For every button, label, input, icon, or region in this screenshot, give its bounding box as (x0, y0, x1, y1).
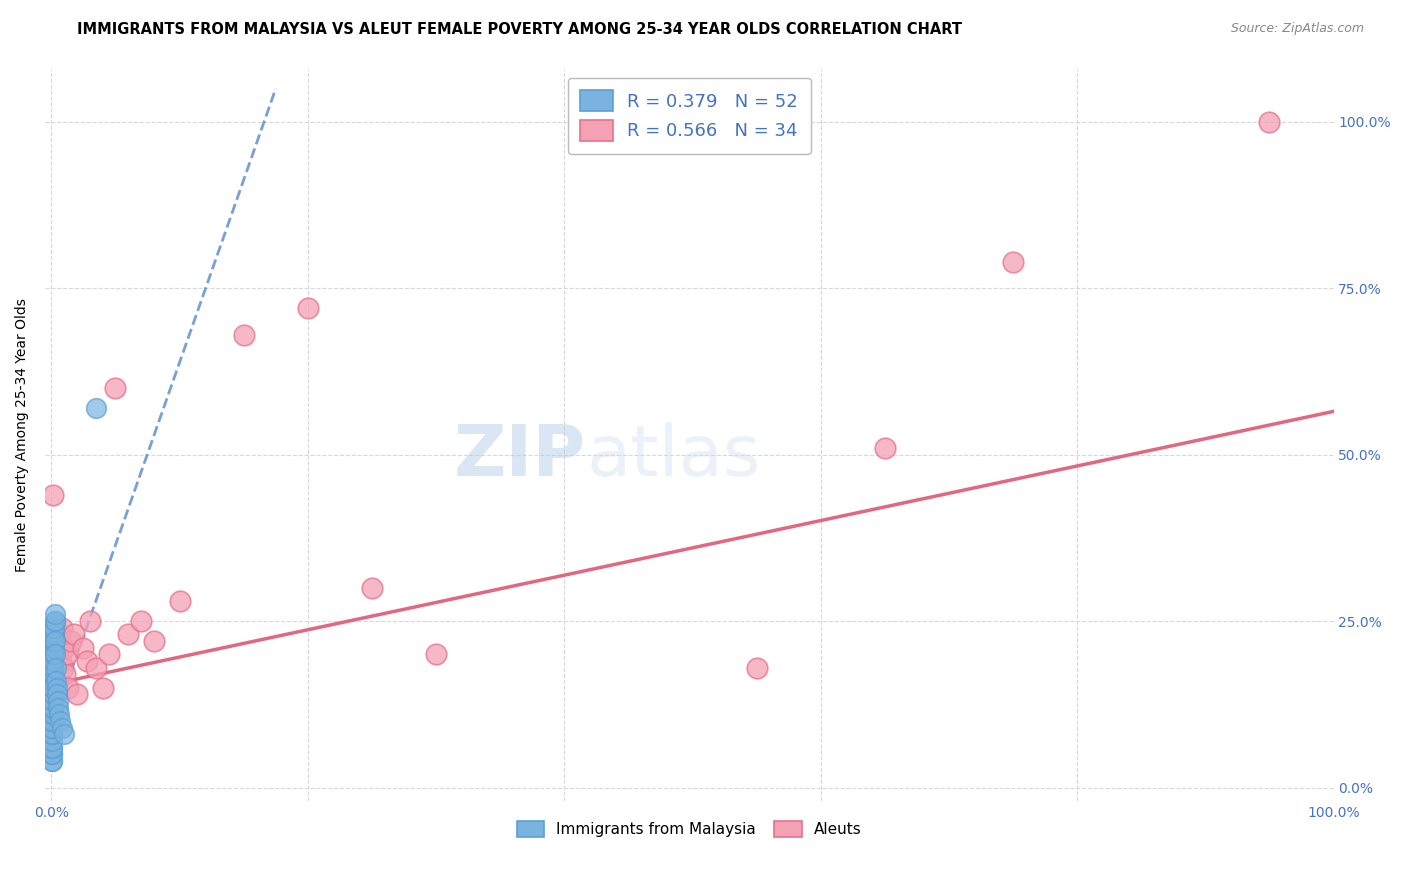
Point (117, 627, 139, 641)
Point (42, 634, 65, 648)
Point (169, 594, 191, 608)
Point (45, 673, 67, 688)
Point (41, 740, 63, 755)
Point (1001, 254, 1024, 268)
Text: ZIP: ZIP (454, 422, 586, 491)
Point (41, 727, 63, 741)
Point (41, 740, 63, 755)
Point (42, 661, 65, 675)
Legend: Immigrants from Malaysia, Aleuts: Immigrants from Malaysia, Aleuts (509, 814, 869, 845)
Point (41, 687, 63, 701)
Point (42, 488, 65, 502)
Point (425, 648, 447, 662)
Point (44, 648, 66, 662)
Point (84, 661, 107, 675)
Point (51, 621, 73, 635)
Point (84, 401, 107, 415)
Point (41, 707, 63, 722)
Point (44, 621, 66, 635)
Point (44, 648, 66, 662)
Point (46, 687, 69, 701)
Text: IMMIGRANTS FROM MALAYSIA VS ALEUT FEMALE POVERTY AMONG 25-34 YEAR OLDS CORRELATI: IMMIGRANTS FROM MALAYSIA VS ALEUT FEMALE… (77, 22, 962, 37)
Point (44, 614, 66, 628)
Point (41, 714, 63, 728)
Point (42, 673, 65, 688)
Point (42, 634, 65, 648)
Point (42, 648, 65, 662)
Point (91, 681, 114, 695)
Point (41, 700, 63, 714)
Point (361, 581, 384, 595)
Point (41, 721, 63, 735)
Point (873, 441, 896, 455)
Point (44, 614, 66, 628)
Point (76, 654, 98, 668)
Point (46, 634, 69, 648)
Point (745, 661, 768, 675)
Point (56, 681, 79, 695)
Point (59, 634, 82, 648)
Point (297, 301, 319, 316)
Point (51, 721, 73, 735)
Text: Source: ZipAtlas.com: Source: ZipAtlas.com (1230, 22, 1364, 36)
Point (42, 687, 65, 701)
Point (41, 747, 63, 762)
Point (41, 700, 63, 714)
Point (142, 634, 165, 648)
Point (44, 634, 66, 648)
Point (48, 700, 70, 714)
Point (63, 627, 86, 641)
Point (49, 627, 72, 641)
Point (42, 667, 65, 681)
Point (53, 640, 76, 655)
Point (55, 648, 77, 662)
Point (41, 694, 63, 708)
Point (42, 640, 65, 655)
Point (41, 707, 63, 722)
Y-axis label: Female Poverty Among 25-34 Year Olds: Female Poverty Among 25-34 Year Olds (15, 298, 30, 572)
Point (42, 627, 65, 641)
Point (41, 714, 63, 728)
Point (41, 727, 63, 741)
Point (41, 734, 63, 748)
Point (45, 661, 67, 675)
Point (55, 667, 77, 681)
Point (52, 661, 75, 675)
Point (48, 640, 70, 655)
Point (48, 707, 70, 722)
Point (53, 727, 76, 741)
Point (45, 681, 67, 695)
Point (49, 714, 72, 728)
Point (66, 687, 89, 701)
Point (41, 721, 63, 735)
Point (41, 754, 63, 768)
Point (232, 327, 254, 342)
Point (41, 747, 63, 762)
Point (41, 754, 63, 768)
Point (42, 667, 65, 681)
Point (79, 614, 101, 628)
Point (104, 381, 127, 395)
Text: atlas: atlas (586, 422, 761, 491)
Point (44, 621, 66, 635)
Point (42, 681, 65, 695)
Point (42, 654, 65, 668)
Point (42, 681, 65, 695)
Point (129, 614, 152, 628)
Point (46, 694, 69, 708)
Point (72, 640, 94, 655)
Point (98, 648, 121, 662)
Point (1258, 115, 1281, 129)
Point (49, 654, 72, 668)
Point (42, 661, 65, 675)
Point (42, 634, 65, 648)
Point (44, 607, 66, 622)
